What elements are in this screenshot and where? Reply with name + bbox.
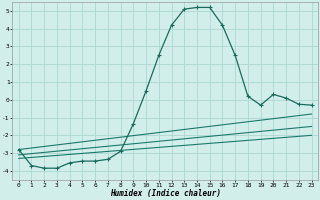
X-axis label: Humidex (Indice chaleur): Humidex (Indice chaleur) xyxy=(110,189,220,198)
